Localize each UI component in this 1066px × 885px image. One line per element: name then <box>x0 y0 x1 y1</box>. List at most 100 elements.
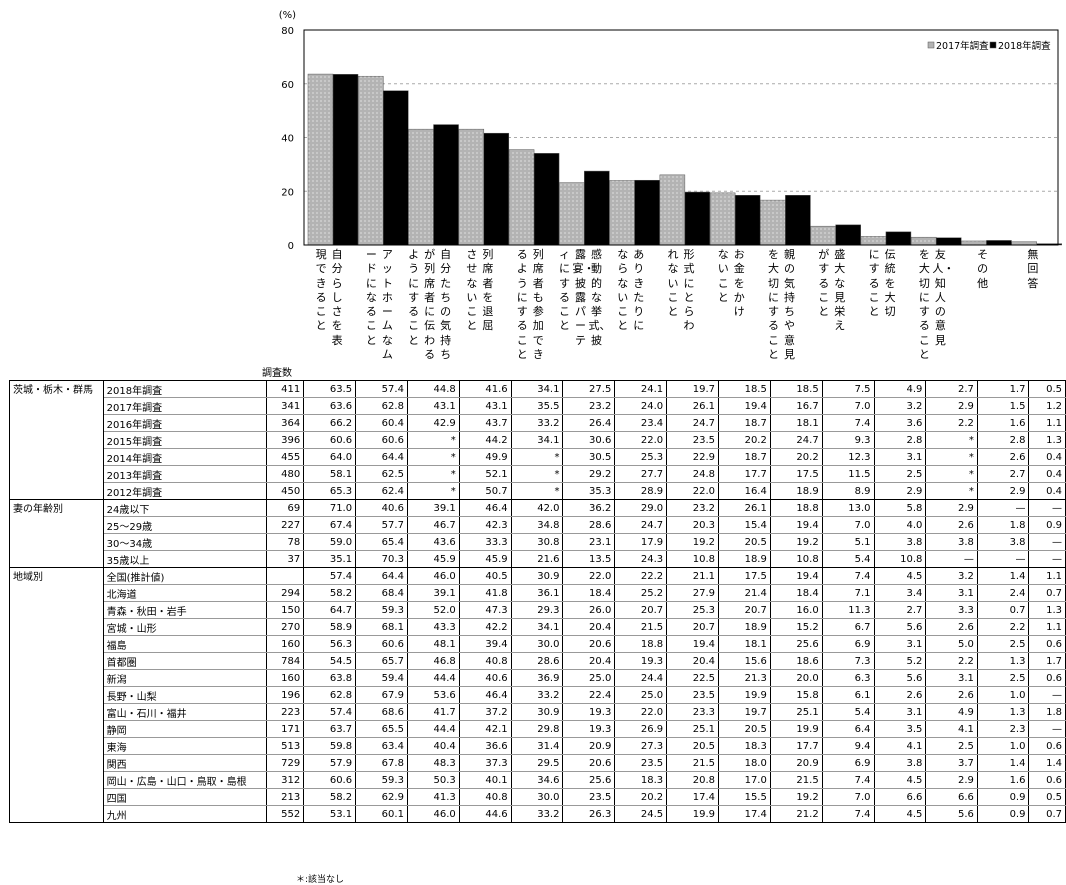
table-cell: 0.6 <box>1028 669 1066 687</box>
table-cell: 3.6 <box>873 414 927 432</box>
table-cell: 20.5 <box>718 533 771 551</box>
bar-2017-3 <box>408 128 434 246</box>
table-cell: 57.4 <box>355 380 408 398</box>
row-label: 新潟 <box>102 669 267 687</box>
table-cell: 41.6 <box>458 380 512 398</box>
table-cell: 63.7 <box>303 720 357 738</box>
table-cell: 4.9 <box>873 380 927 398</box>
category-label-2: ードになること <box>365 248 377 347</box>
table-row: 福島 160 56.3 60.6 48.1 39.4 30.0 20.6 18.8 19.4 18.… <box>10 635 1066 653</box>
table-cell: 4.0 <box>873 516 927 534</box>
table-cell: 5.8 <box>873 499 927 517</box>
table-cell: 25.6 <box>769 635 823 653</box>
bar-2018-11 <box>835 224 861 246</box>
table-row: 宮城・山形 270 58.9 68.1 43.3 42.2 34.1 20.4 21.5 20.7… <box>10 618 1066 636</box>
row-count: 513 <box>265 737 305 755</box>
count-header: 調査数 <box>262 368 292 379</box>
table-cell: 19.4 <box>769 567 823 585</box>
table-cell: 4.9 <box>925 703 978 721</box>
table-cell: 0.6 <box>1028 635 1066 653</box>
table-cell: 4.1 <box>873 737 927 755</box>
bar-chart: 0 20 40 60 80 (%) 2017年調査 2018年調査 <box>279 10 1062 250</box>
table-cell: 25.3 <box>666 601 719 619</box>
table-cell: 2.9 <box>925 771 978 789</box>
table-cell: * <box>510 448 564 466</box>
table-cell: 34.1 <box>510 380 564 398</box>
table-cell: 20.6 <box>562 635 616 653</box>
table-cell: 70.3 <box>355 550 408 568</box>
table-cell: * <box>925 465 978 483</box>
table-cell: 7.0 <box>821 516 875 534</box>
table-cell: 24.1 <box>614 380 668 398</box>
table-row: 妻の年齢別 24歳以下 69 71.0 40.6 39.1 46.4 42.0 36.2 29.0… <box>9 499 1066 568</box>
table-cell: 68.1 <box>355 618 408 636</box>
category-label-9: ないこと <box>717 248 729 304</box>
table-cell: 0.9 <box>976 788 1030 806</box>
bar-2017-2 <box>358 75 384 246</box>
table-cell: 27.5 <box>562 380 616 398</box>
bar-2018-14 <box>986 240 1012 246</box>
table-cell: 60.6 <box>303 431 357 449</box>
table-row: 四国 213 58.2 62.9 41.3 40.8 30.0 23.5 20.2 17.4 15.… <box>10 788 1066 806</box>
row-count: 450 <box>265 482 305 500</box>
table-cell: 2.9 <box>925 499 978 517</box>
table-cell: 24.7 <box>769 431 823 449</box>
table-cell: 3.5 <box>873 720 927 738</box>
table-cell: 22.9 <box>666 448 719 466</box>
table-cell: 24.7 <box>614 516 668 534</box>
table-cell: 1.3 <box>976 703 1030 721</box>
row-count: 480 <box>265 465 305 483</box>
table-cell: 46.4 <box>458 499 512 517</box>
category-label-3: 自分たちの気持ち <box>440 248 452 362</box>
table-cell: 2.5 <box>873 465 927 483</box>
table-cell: 62.8 <box>303 686 357 704</box>
bar-2018-6 <box>584 170 610 246</box>
table-cell: — <box>976 550 1030 568</box>
table-cell: 3.8 <box>976 533 1030 551</box>
table-cell: * <box>406 482 460 500</box>
table-cell: 18.5 <box>769 380 823 398</box>
row-label: 2015年調査 <box>102 431 267 449</box>
table-cell: 7.0 <box>821 788 875 806</box>
row-count: 294 <box>265 584 305 602</box>
category-label-1: 現できること <box>315 248 327 333</box>
table-cell: 42.0 <box>510 499 564 517</box>
category-label-9: お金をかけ <box>733 248 745 319</box>
table-cell: 36.1 <box>510 584 564 602</box>
table-cell: 50.7 <box>458 482 512 500</box>
table-cell: 20.0 <box>769 669 823 687</box>
table-cell: 25.0 <box>614 686 668 704</box>
table-cell: 23.5 <box>666 686 719 704</box>
table-cell: 26.3 <box>562 805 616 823</box>
table-cell: 2.7 <box>873 601 927 619</box>
table-cell: 58.2 <box>303 584 357 602</box>
row-count: 160 <box>265 635 305 653</box>
table-cell: 41.3 <box>406 788 460 806</box>
table-cell: 3.2 <box>873 397 927 415</box>
table-cell: 65.4 <box>355 533 408 551</box>
table-cell: 3.1 <box>925 584 978 602</box>
row-count: 411 <box>265 380 305 398</box>
table-cell: 43.6 <box>406 533 460 551</box>
row-label: 24歳以下 <box>102 499 267 517</box>
table-cell: 10.8 <box>666 550 719 568</box>
table-row: 新潟 160 63.8 59.4 44.4 40.6 36.9 25.0 24.4 22.5 21.… <box>10 669 1066 687</box>
table-cell: 0.9 <box>976 805 1030 823</box>
table-cell: 1.2 <box>1028 397 1066 415</box>
table-cell: 46.4 <box>458 686 512 704</box>
table-cell: 27.9 <box>666 584 719 602</box>
table-cell: 46.8 <box>406 652 460 670</box>
table-cell: 2.6 <box>925 618 978 636</box>
table-row: 2012年調査 450 65.3 62.4 * 50.7 * 35.3 28.9 22.0 16.4… <box>10 482 1066 500</box>
table-cell: 0.7 <box>1028 805 1066 823</box>
category-label-11: 盛大な見栄え <box>834 248 846 333</box>
bar-2017-6 <box>559 182 585 246</box>
table-cell: 44.8 <box>406 380 460 398</box>
table-cell: 44.2 <box>458 431 512 449</box>
table-cell: 5.1 <box>821 533 875 551</box>
category-label-12: 伝統を大切 <box>884 248 896 319</box>
table-cell: 18.7 <box>718 414 771 432</box>
table-cell: 43.1 <box>458 397 512 415</box>
table-cell: 57.9 <box>303 754 357 772</box>
table-row: 北海道 294 58.2 68.4 39.1 41.8 36.1 18.4 25.2 27.9 21… <box>10 584 1066 602</box>
